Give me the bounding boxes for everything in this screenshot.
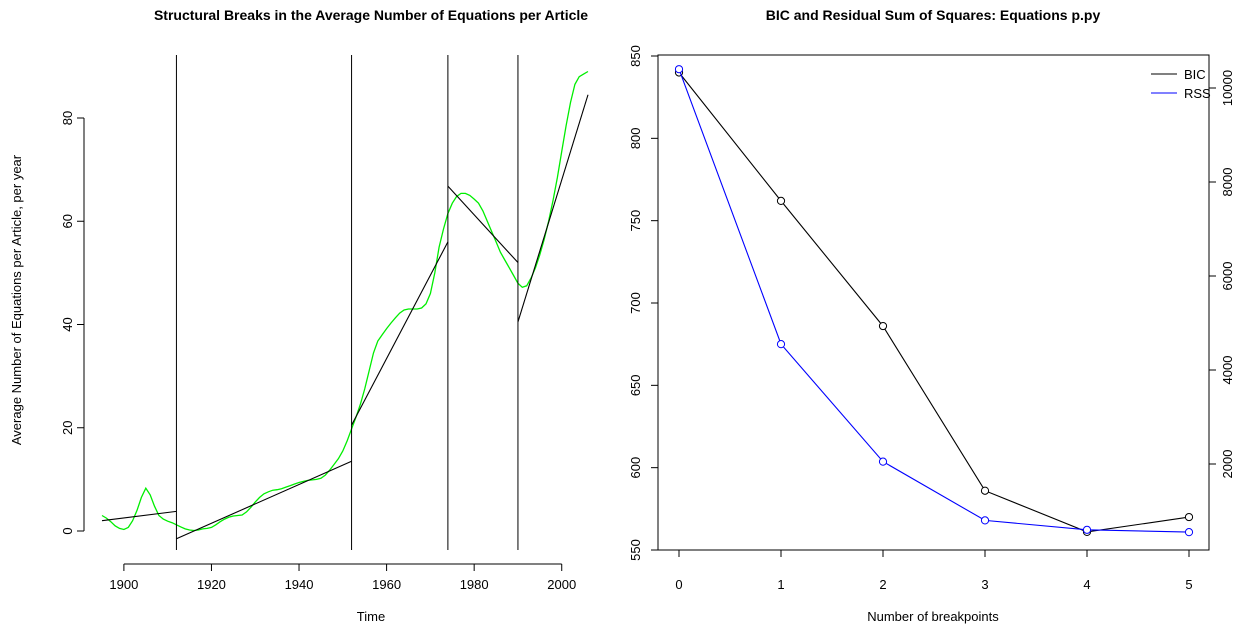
secondary-y-tick-label-10000: 10000 xyxy=(1220,70,1235,106)
right-x-tick-label-3: 3 xyxy=(981,577,988,592)
rss-point-2 xyxy=(878,457,888,466)
left-x-tick-label-1960: 1960 xyxy=(372,577,401,592)
bic-point-5 xyxy=(1184,512,1194,522)
right-x-tick-label-0: 0 xyxy=(675,577,682,592)
right-y-tick-label-550: 550 xyxy=(628,539,643,561)
right-y-tick-label-600: 600 xyxy=(628,457,643,479)
legend-bic-label: BIC xyxy=(1184,67,1206,82)
observed-series-line xyxy=(101,70,589,532)
rss-point-1 xyxy=(776,340,786,349)
right-y-tick-label-750: 750 xyxy=(628,210,643,232)
rss-point-0 xyxy=(674,65,684,74)
left-y-tick-label-20: 20 xyxy=(60,421,75,435)
left-y-tick-label-0: 0 xyxy=(60,527,75,534)
right-y-tick-label-800: 800 xyxy=(628,127,643,149)
left-y-tick-label-80: 80 xyxy=(60,111,75,125)
left-x-tick-label-2000: 2000 xyxy=(547,577,576,592)
left-x-tick-label-1920: 1920 xyxy=(197,577,226,592)
bic-series-line xyxy=(678,72,1190,533)
rss-point-5 xyxy=(1184,528,1194,537)
right-x-tick-label-4: 4 xyxy=(1083,577,1090,592)
left-x-tick-label-1940: 1940 xyxy=(285,577,314,592)
rss-point-4 xyxy=(1082,525,1092,534)
secondary-y-tick-label-8000: 8000 xyxy=(1220,168,1235,197)
fitted-segment-3 xyxy=(351,241,449,426)
left-x-tick-label-1900: 1900 xyxy=(109,577,138,592)
right-y-tick-label-650: 650 xyxy=(628,374,643,396)
legend: BIC RSS xyxy=(1151,67,1211,101)
secondary-y-tick-label-2000: 2000 xyxy=(1220,450,1235,479)
fitted-segment-2 xyxy=(176,460,352,540)
rss-point-3 xyxy=(980,516,990,525)
bic-point-1 xyxy=(776,196,786,206)
left-chart-plot: 1900 1920 1940 1960 1980 2000 0 20 40 60 80 xyxy=(60,55,589,592)
left-chart-ylabel: Average Number of Equations per Article,… xyxy=(9,154,24,445)
right-y-tick-label-850: 850 xyxy=(628,45,643,67)
bic-point-3 xyxy=(980,486,990,495)
left-x-tick-label-1980: 1980 xyxy=(460,577,489,592)
right-chart-plot: 0 1 2 3 4 5 550 600 650 700 750 800 850 2000 4000 6000 8… xyxy=(628,45,1235,592)
rss-series-line xyxy=(678,69,1190,533)
fitted-segment-1 xyxy=(101,510,177,522)
right-chart-xlabel: Number of breakpoints xyxy=(867,609,999,624)
secondary-y-tick-label-4000: 4000 xyxy=(1220,356,1235,385)
right-y-tick-label-700: 700 xyxy=(628,292,643,314)
fitted-segment-5 xyxy=(517,94,589,323)
right-plot-frame xyxy=(657,54,1210,551)
right-chart-title: BIC and Residual Sum of Squares: Equatio… xyxy=(766,7,1101,23)
legend-rss-label: RSS xyxy=(1184,86,1211,101)
left-chart-xlabel: Time xyxy=(357,609,385,624)
bic-point-2 xyxy=(878,321,888,331)
left-y-tick-label-40: 40 xyxy=(60,317,75,331)
secondary-y-tick-label-6000: 6000 xyxy=(1220,262,1235,291)
right-x-tick-label-2: 2 xyxy=(879,577,886,592)
left-chart-title: Structural Breaks in the Average Number … xyxy=(154,7,588,23)
left-y-tick-label-60: 60 xyxy=(60,214,75,228)
fitted-segment-4 xyxy=(447,185,519,263)
right-x-tick-label-5: 5 xyxy=(1185,577,1192,592)
right-x-tick-label-1: 1 xyxy=(777,577,784,592)
